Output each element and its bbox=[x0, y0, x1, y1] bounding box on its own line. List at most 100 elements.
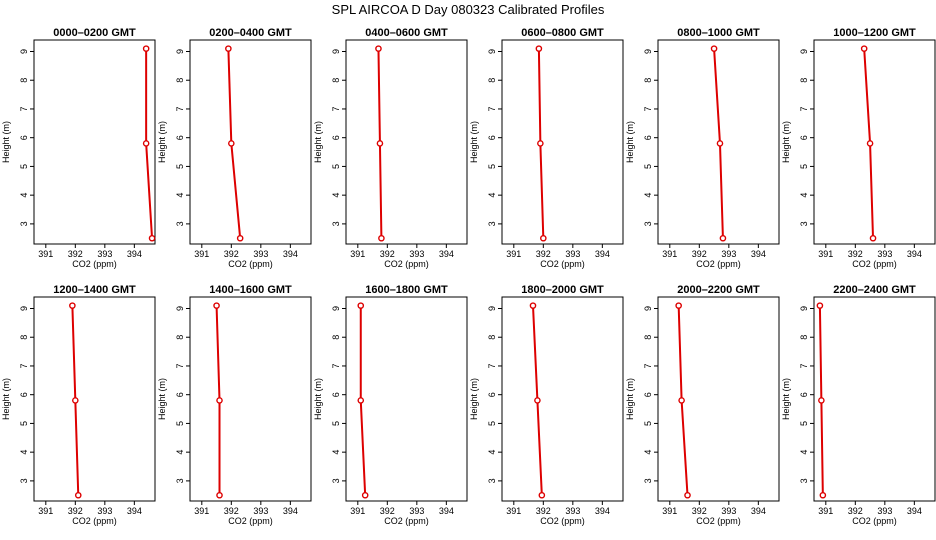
y-tick-label: 6 bbox=[175, 135, 185, 140]
y-tick-label: 7 bbox=[487, 106, 497, 111]
y-tick-label: 9 bbox=[799, 49, 809, 54]
y-tick-label: 6 bbox=[643, 392, 653, 397]
x-tick-label: 392 bbox=[68, 506, 83, 516]
y-tick-label: 6 bbox=[19, 135, 29, 140]
x-tick-label: 393 bbox=[565, 506, 580, 516]
y-tick-label: 9 bbox=[487, 49, 497, 54]
y-tick-label: 3 bbox=[643, 221, 653, 226]
x-tick-label: 391 bbox=[350, 506, 365, 516]
y-tick-label: 7 bbox=[19, 106, 29, 111]
x-tick-label: 394 bbox=[907, 506, 922, 516]
y-axis-label: Height (m) bbox=[625, 378, 635, 420]
y-tick-label: 6 bbox=[331, 392, 341, 397]
figure-title: SPL AIRCOA D Day 080323 Calibrated Profi… bbox=[332, 2, 605, 17]
panel-11: 2000–2200 GMT 391 392 393 394 3 4 5 6 7 8 9 CO2 (ppm… bbox=[625, 284, 780, 526]
panel-title: 1400–1600 GMT bbox=[209, 284, 292, 296]
plot-frame bbox=[501, 296, 624, 502]
x-tick-label: 394 bbox=[751, 249, 766, 259]
y-tick-label: 7 bbox=[487, 363, 497, 368]
y-tick-label: 8 bbox=[331, 335, 341, 340]
data-point bbox=[378, 234, 385, 242]
x-tick-label: 394 bbox=[127, 506, 142, 516]
data-point bbox=[819, 491, 827, 499]
y-tick-label: 6 bbox=[331, 135, 341, 140]
y-tick-label: 8 bbox=[799, 335, 809, 340]
y-tick-label: 3 bbox=[487, 478, 497, 483]
y-tick-label: 4 bbox=[643, 193, 653, 198]
data-point bbox=[538, 491, 546, 499]
y-axis-label: Height (m) bbox=[781, 121, 791, 163]
x-tick-label: 394 bbox=[283, 249, 298, 259]
panel-1: 0000–0200 GMT 391 392 393 394 3 4 5 6 7 8 9 CO2 (ppm… bbox=[1, 27, 156, 269]
x-tick-label: 391 bbox=[194, 249, 209, 259]
data-point bbox=[228, 140, 235, 147]
y-tick-label: 9 bbox=[19, 306, 29, 311]
x-tick-label: 393 bbox=[409, 249, 424, 259]
y-tick-label: 7 bbox=[643, 363, 653, 368]
x-tick-label: 393 bbox=[253, 249, 268, 259]
data-point bbox=[213, 302, 220, 309]
x-tick-label: 394 bbox=[595, 506, 610, 516]
y-tick-label: 9 bbox=[331, 306, 341, 311]
y-tick-label: 7 bbox=[175, 363, 185, 368]
x-tick-label: 392 bbox=[224, 249, 239, 259]
y-tick-label: 5 bbox=[331, 164, 341, 169]
x-tick-label: 392 bbox=[692, 249, 707, 259]
x-tick-label: 393 bbox=[721, 506, 736, 516]
y-tick-label: 8 bbox=[19, 78, 29, 83]
data-point bbox=[74, 491, 82, 499]
plot-frame bbox=[189, 39, 312, 245]
data-point bbox=[540, 234, 547, 242]
y-tick-label: 5 bbox=[19, 164, 29, 169]
y-axis-label: Height (m) bbox=[1, 378, 11, 420]
y-tick-label: 7 bbox=[175, 106, 185, 111]
y-tick-label: 9 bbox=[331, 49, 341, 54]
x-tick-label: 394 bbox=[751, 506, 766, 516]
data-point bbox=[236, 234, 244, 242]
panel-title: 1000–1200 GMT bbox=[833, 27, 916, 39]
data-point bbox=[534, 397, 541, 404]
y-tick-label: 4 bbox=[487, 450, 497, 455]
data-point bbox=[72, 397, 79, 404]
data-point bbox=[142, 45, 150, 52]
panel-title: 0600–0800 GMT bbox=[521, 27, 604, 39]
panel-title: 0400–0600 GMT bbox=[365, 27, 448, 39]
x-tick-label: 391 bbox=[662, 506, 677, 516]
y-tick-label: 7 bbox=[331, 106, 341, 111]
panel-3: 0400–0600 GMT 391 392 393 394 3 4 5 6 7 8 9 CO2 (ppm… bbox=[313, 27, 468, 269]
data-point bbox=[216, 397, 223, 404]
data-point bbox=[716, 140, 724, 147]
plot-frame bbox=[345, 296, 468, 502]
x-tick-label: 391 bbox=[350, 249, 365, 259]
data-point bbox=[142, 140, 150, 147]
data-point bbox=[375, 45, 382, 52]
y-tick-label: 8 bbox=[799, 78, 809, 83]
y-tick-label: 4 bbox=[799, 193, 809, 198]
y-tick-label: 7 bbox=[19, 363, 29, 368]
y-tick-label: 7 bbox=[799, 363, 809, 368]
panel-title: 0000–0200 GMT bbox=[53, 27, 136, 39]
panel-title: 0200–0400 GMT bbox=[209, 27, 292, 39]
x-tick-label: 393 bbox=[253, 506, 268, 516]
y-tick-label: 9 bbox=[175, 306, 185, 311]
y-tick-label: 9 bbox=[643, 49, 653, 54]
y-tick-label: 5 bbox=[19, 421, 29, 426]
plot-frame bbox=[657, 296, 780, 502]
y-tick-label: 5 bbox=[799, 164, 809, 169]
y-tick-label: 3 bbox=[175, 221, 185, 226]
y-tick-label: 4 bbox=[331, 450, 341, 455]
x-tick-label: 394 bbox=[595, 249, 610, 259]
y-tick-label: 9 bbox=[487, 306, 497, 311]
y-tick-label: 6 bbox=[19, 392, 29, 397]
data-point bbox=[69, 302, 76, 309]
y-tick-label: 7 bbox=[643, 106, 653, 111]
y-axis-label: Height (m) bbox=[157, 121, 167, 163]
y-tick-label: 6 bbox=[175, 392, 185, 397]
panel-5: 0800–1000 GMT 391 392 393 394 3 4 5 6 7 8 9 CO2 (ppm… bbox=[625, 27, 780, 269]
panel-10: 1800–2000 GMT 391 392 393 394 3 4 5 6 7 8 9 CO2 (ppm… bbox=[469, 284, 624, 526]
x-tick-label: 392 bbox=[692, 506, 707, 516]
y-tick-label: 5 bbox=[175, 164, 185, 169]
panel-title: 1800–2000 GMT bbox=[521, 284, 604, 296]
plot-frame bbox=[189, 296, 312, 502]
